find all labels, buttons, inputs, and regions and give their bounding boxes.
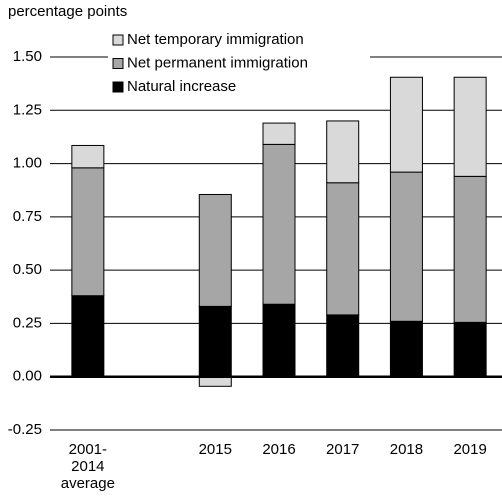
x-tick-label: 2001-2014 average — [61, 441, 115, 492]
bar-segment — [71, 295, 105, 378]
legend-label: Net permanent immigration — [127, 54, 308, 71]
legend-swatch — [112, 58, 124, 69]
x-tick-label: 2018 — [390, 441, 423, 458]
legend-swatch — [112, 81, 124, 93]
bar-segment — [71, 144, 105, 169]
bar-segment — [198, 376, 232, 387]
bar-segment — [389, 320, 423, 378]
x-tick-label: 2019 — [453, 441, 486, 458]
bar-segment — [389, 76, 423, 173]
x-tick-label: 2015 — [199, 441, 232, 458]
bar-segment — [71, 167, 105, 297]
x-tick-label: 2017 — [326, 441, 359, 458]
y-axis-title: percentage points — [8, 3, 127, 20]
bar-segment — [326, 182, 360, 316]
legend-swatch — [112, 34, 124, 46]
bar-segment — [453, 76, 487, 177]
bar-segment — [198, 193, 232, 307]
legend-label: Natural increase — [127, 78, 236, 95]
bar-segment — [262, 143, 296, 305]
x-tick-label: 2016 — [262, 441, 295, 458]
bar-segment — [262, 122, 296, 145]
y-tick-label: 0.25 — [13, 314, 42, 331]
bar-segment — [453, 321, 487, 378]
y-tick-label: 0.75 — [13, 208, 42, 225]
bar-segment — [453, 175, 487, 323]
y-tick-label: 1.25 — [13, 101, 42, 118]
legend-background — [108, 28, 370, 100]
bar-segment — [389, 171, 423, 322]
bar-segment — [326, 314, 360, 378]
y-tick-label: 1.00 — [13, 155, 42, 172]
bar-segment — [198, 305, 232, 378]
y-tick-label: -0.25 — [8, 421, 42, 438]
bar-segment — [326, 120, 360, 184]
y-tick-label: 1.50 — [13, 48, 42, 65]
y-tick-label: 0.00 — [13, 368, 42, 385]
bar-segment — [262, 303, 296, 378]
legend-label: Net temporary immigration — [127, 31, 304, 48]
y-tick-label: 0.50 — [13, 261, 42, 278]
